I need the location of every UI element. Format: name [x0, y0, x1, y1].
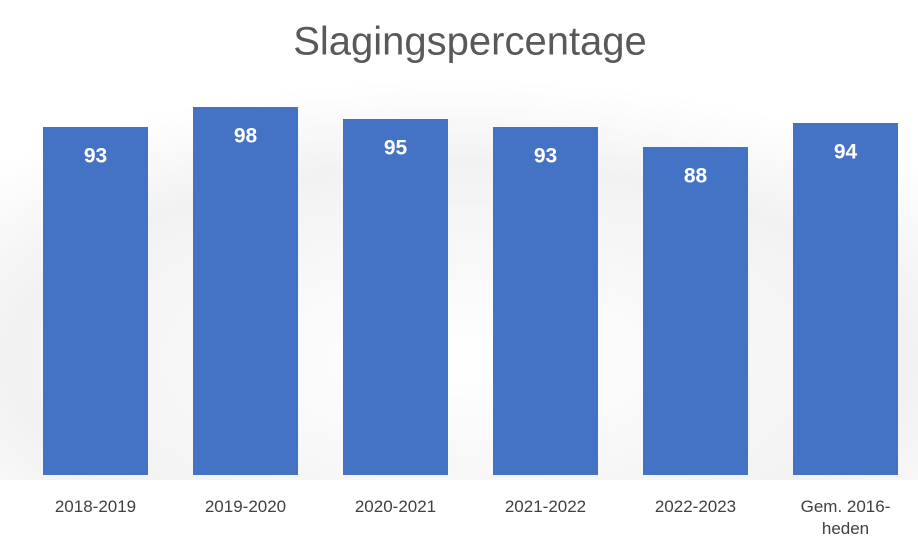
data-label: 98 — [234, 125, 258, 148]
x-tick-label: 2018-2019 — [54, 497, 137, 516]
data-label: 88 — [684, 165, 708, 188]
x-tick-label: 2019-2020 — [204, 497, 287, 516]
bar — [43, 127, 148, 475]
bar — [643, 147, 748, 475]
bar — [793, 123, 898, 475]
data-label: 93 — [534, 145, 557, 168]
data-label: 93 — [84, 145, 107, 168]
bar — [343, 119, 448, 475]
x-tick-label: 2021-2022 — [504, 497, 587, 516]
x-tick-label: 2020-2021 — [354, 497, 437, 516]
x-tick-label: 2022-2023 — [654, 497, 737, 516]
bar — [193, 107, 298, 475]
bar — [493, 127, 598, 475]
background — [0, 80, 918, 480]
x-tick-label: Gem. 2016-heden — [800, 497, 891, 538]
chart-title: Slagingspercentage — [293, 20, 647, 64]
data-label: 94 — [834, 141, 858, 164]
data-label: 95 — [384, 137, 408, 160]
